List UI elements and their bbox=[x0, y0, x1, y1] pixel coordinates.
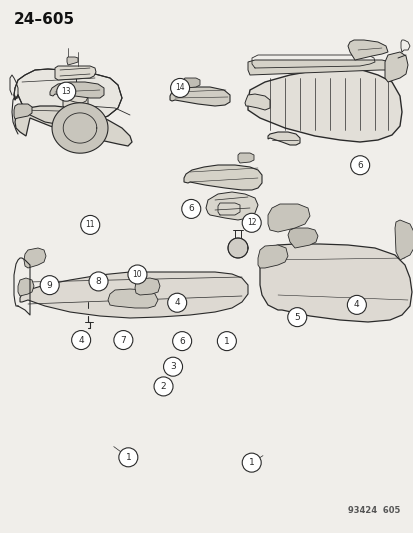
Polygon shape bbox=[287, 228, 317, 248]
Circle shape bbox=[81, 215, 100, 235]
Text: 14: 14 bbox=[175, 84, 185, 92]
Polygon shape bbox=[18, 278, 34, 296]
Text: 10: 10 bbox=[132, 270, 142, 279]
Polygon shape bbox=[63, 90, 88, 112]
Text: 24–605: 24–605 bbox=[14, 12, 75, 27]
Polygon shape bbox=[14, 69, 122, 125]
Polygon shape bbox=[183, 165, 261, 190]
Circle shape bbox=[350, 156, 369, 175]
Text: 4: 4 bbox=[353, 301, 359, 309]
Polygon shape bbox=[135, 278, 159, 295]
Circle shape bbox=[242, 453, 261, 472]
Text: 9: 9 bbox=[47, 281, 52, 289]
Text: 93424  605: 93424 605 bbox=[347, 506, 399, 515]
Polygon shape bbox=[237, 153, 254, 163]
Polygon shape bbox=[347, 40, 387, 60]
Polygon shape bbox=[384, 52, 407, 82]
Circle shape bbox=[154, 377, 173, 396]
Text: 7: 7 bbox=[120, 336, 126, 344]
Text: 4: 4 bbox=[174, 298, 180, 307]
Polygon shape bbox=[247, 68, 401, 142]
Polygon shape bbox=[52, 103, 108, 153]
Circle shape bbox=[172, 332, 191, 351]
Polygon shape bbox=[108, 289, 158, 308]
Circle shape bbox=[114, 330, 133, 350]
Polygon shape bbox=[244, 94, 269, 110]
Circle shape bbox=[57, 82, 76, 101]
Text: 8: 8 bbox=[95, 277, 101, 286]
Polygon shape bbox=[24, 248, 46, 268]
Text: 1: 1 bbox=[248, 458, 254, 467]
Text: 1: 1 bbox=[125, 453, 131, 462]
Polygon shape bbox=[259, 244, 411, 322]
Text: 12: 12 bbox=[247, 219, 256, 227]
Circle shape bbox=[89, 272, 108, 291]
Circle shape bbox=[347, 295, 366, 314]
Text: 2: 2 bbox=[160, 382, 166, 391]
Circle shape bbox=[119, 448, 138, 467]
Polygon shape bbox=[55, 66, 96, 80]
Polygon shape bbox=[50, 82, 104, 98]
Text: 11: 11 bbox=[85, 221, 95, 229]
Polygon shape bbox=[15, 106, 132, 146]
Polygon shape bbox=[247, 60, 391, 75]
Polygon shape bbox=[267, 132, 299, 145]
Circle shape bbox=[217, 332, 236, 351]
Circle shape bbox=[128, 265, 147, 284]
Polygon shape bbox=[394, 220, 413, 260]
Text: 3: 3 bbox=[170, 362, 176, 371]
Polygon shape bbox=[257, 245, 287, 268]
Text: 5: 5 bbox=[294, 313, 299, 321]
Polygon shape bbox=[228, 238, 247, 258]
Circle shape bbox=[181, 199, 200, 219]
Circle shape bbox=[170, 78, 189, 98]
Text: 6: 6 bbox=[188, 205, 194, 213]
Polygon shape bbox=[14, 104, 32, 119]
Text: 6: 6 bbox=[179, 337, 185, 345]
Text: 6: 6 bbox=[356, 161, 362, 169]
Text: 1: 1 bbox=[223, 337, 229, 345]
Polygon shape bbox=[170, 87, 230, 106]
Circle shape bbox=[40, 276, 59, 295]
Polygon shape bbox=[20, 272, 247, 318]
Circle shape bbox=[242, 213, 261, 232]
Text: 13: 13 bbox=[61, 87, 71, 96]
Circle shape bbox=[163, 357, 182, 376]
Polygon shape bbox=[67, 57, 78, 65]
Text: 4: 4 bbox=[78, 336, 84, 344]
Circle shape bbox=[167, 293, 186, 312]
Polygon shape bbox=[267, 204, 309, 232]
Polygon shape bbox=[182, 78, 199, 88]
Circle shape bbox=[71, 330, 90, 350]
Circle shape bbox=[287, 308, 306, 327]
Polygon shape bbox=[206, 192, 257, 220]
